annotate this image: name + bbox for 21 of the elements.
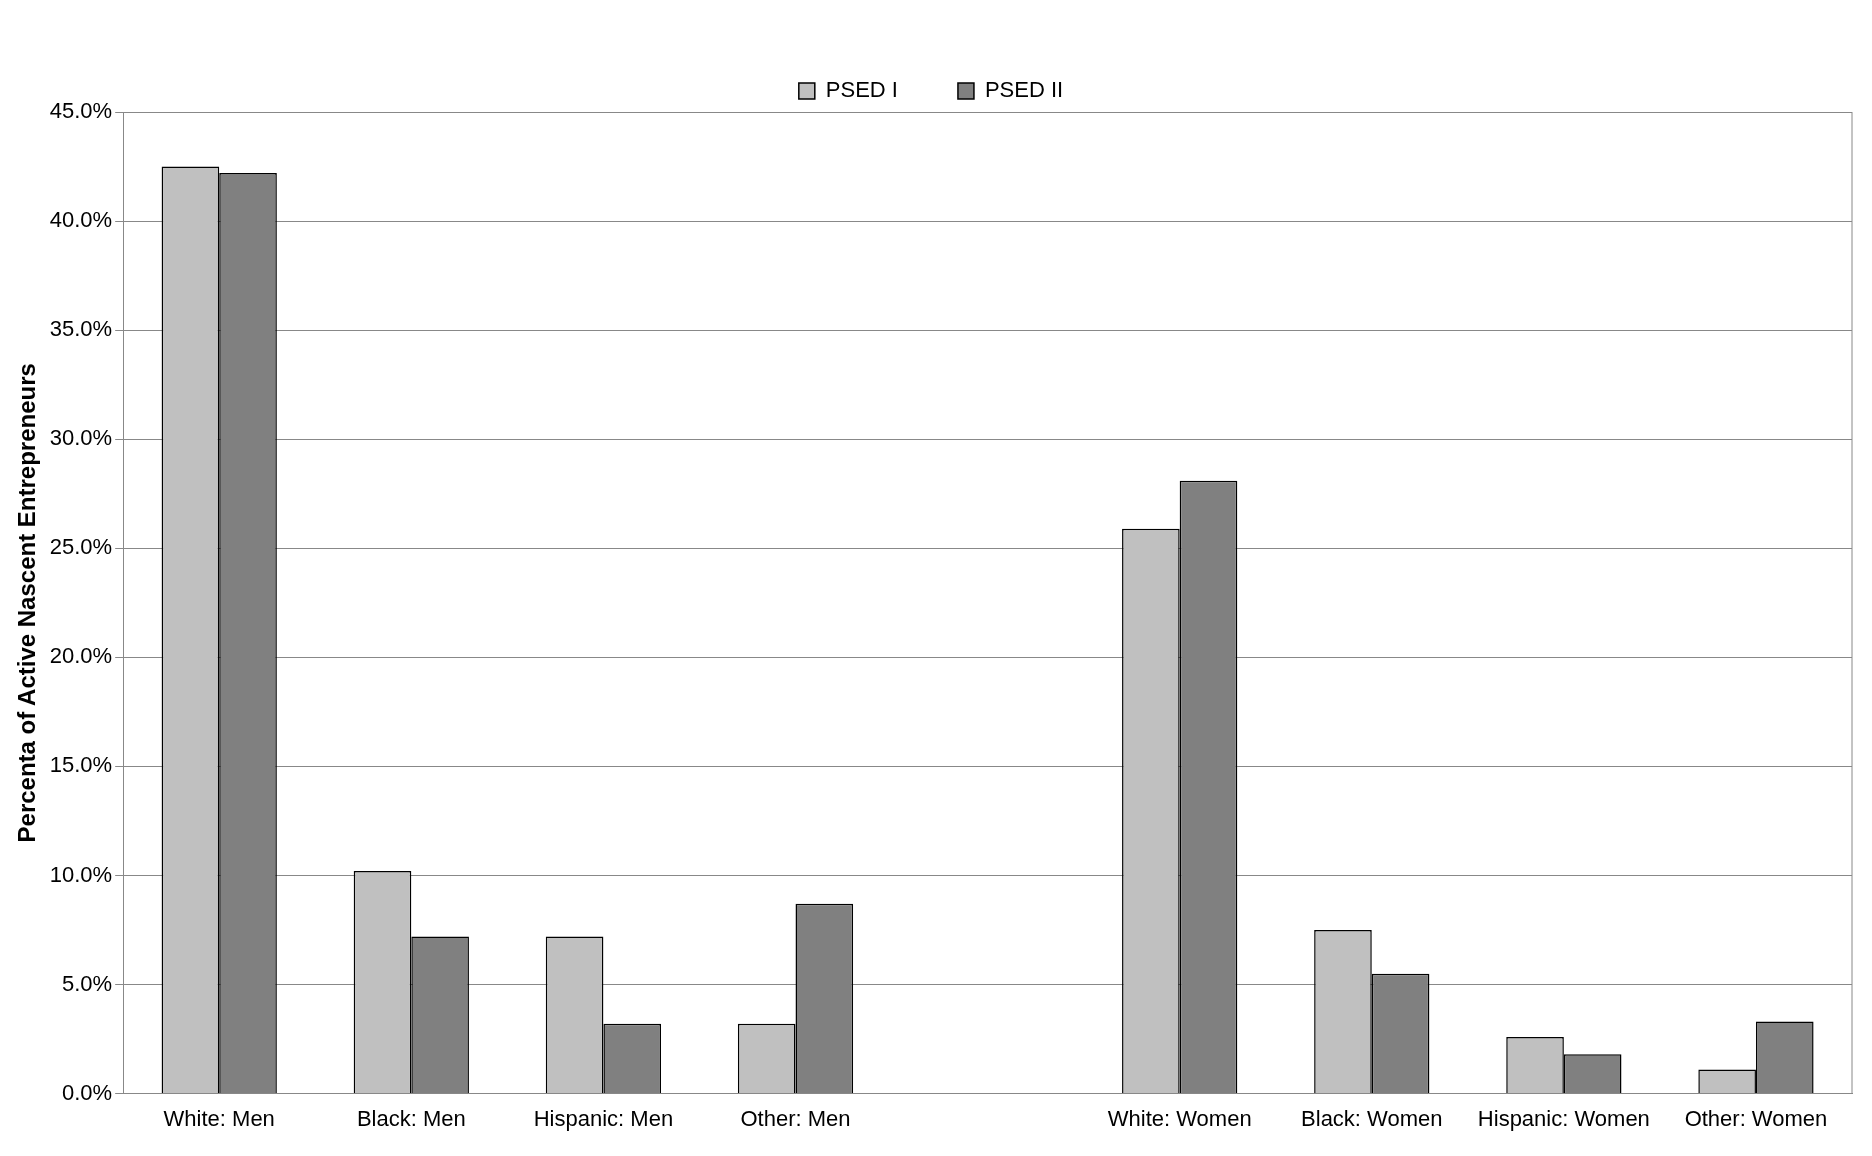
x-tick-label: Other: Men <box>740 1105 851 1131</box>
y-tick-label: 40.0% <box>49 207 113 233</box>
legend-label: PSED II <box>984 77 1064 103</box>
y-tick-label: 35.0% <box>49 316 113 342</box>
x-tick-label: Other: Women <box>1684 1105 1828 1131</box>
y-tick-label: 30.0% <box>49 425 113 451</box>
y-tick-label: 10.0% <box>49 861 113 887</box>
x-tick-label: White: Men <box>163 1105 275 1131</box>
y-tick-label: 5.0% <box>62 970 113 996</box>
y-tick-label: 0.0% <box>62 1079 113 1105</box>
legend-label: PSED I <box>825 77 898 103</box>
x-tick-label: Black: Women <box>1301 1105 1443 1131</box>
y-tick-label: 15.0% <box>49 752 113 778</box>
x-tick-label: Black: Men <box>356 1105 466 1131</box>
y-tick-label: 25.0% <box>49 534 113 560</box>
y-tick-label: 45.0% <box>49 98 113 124</box>
y-tick-label: 20.0% <box>49 643 113 669</box>
x-tick-label: White: Women <box>1107 1105 1252 1131</box>
y-axis-title: Percenta of Active Nascent Entrepreneurs <box>13 363 41 843</box>
x-tick-label: Hispanic: Women <box>1477 1105 1650 1131</box>
x-tick-label: Hispanic: Men <box>533 1105 674 1131</box>
